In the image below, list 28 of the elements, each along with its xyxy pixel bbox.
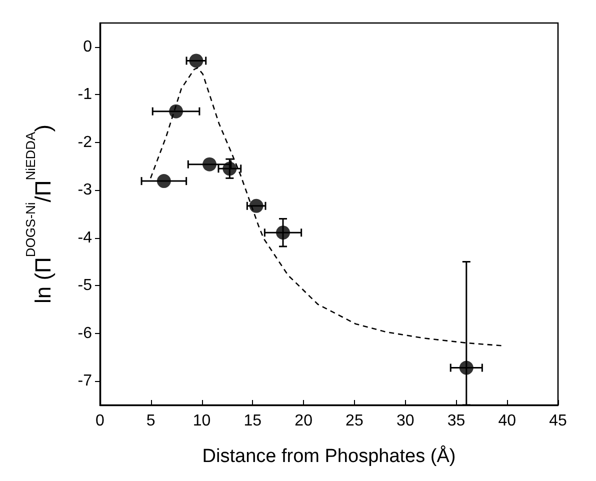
- x-tick-label: 25: [346, 412, 364, 430]
- y-tick-label: 0: [83, 38, 92, 56]
- y-tick-label: -5: [78, 277, 92, 294]
- x-tick-label: 5: [146, 412, 156, 430]
- point: [249, 198, 264, 213]
- y-tick-label: -6: [78, 324, 92, 342]
- x-tick-label: 15: [244, 412, 262, 430]
- x-tick-label: 30: [396, 412, 414, 430]
- x-axis-title: Distance from Phosphates (Å): [202, 445, 456, 467]
- x-tick-label: 10: [192, 412, 211, 430]
- point: [169, 104, 184, 118]
- x-tick-label: 20: [294, 412, 313, 430]
- point: [202, 157, 217, 172]
- point: [189, 54, 204, 68]
- x-tick-label: 40: [498, 412, 516, 430]
- y-tick-label: -3: [78, 182, 92, 199]
- point: [459, 360, 474, 375]
- x-tick-label: 35: [447, 412, 466, 430]
- point: [156, 174, 171, 188]
- y-axis-title: ln (ΠDOGS-Ni/ΠNiEDDA): [23, 124, 56, 304]
- x-tick-label: 0: [96, 412, 105, 430]
- x-tick-label: 45: [549, 412, 567, 430]
- point: [276, 226, 290, 240]
- y-tick-label: -4: [78, 229, 92, 246]
- y-tick-label: -1: [78, 86, 92, 104]
- point: [222, 162, 237, 176]
- y-tick-label: -7: [78, 372, 92, 390]
- y-tick-label: -2: [78, 134, 92, 151]
